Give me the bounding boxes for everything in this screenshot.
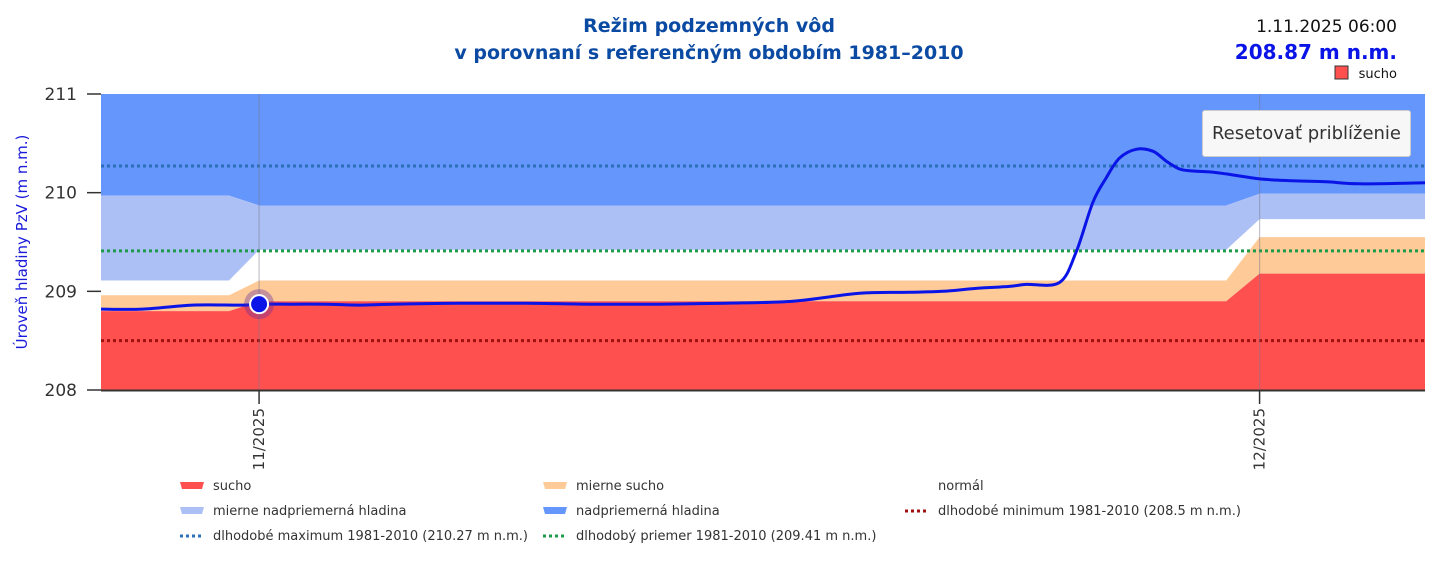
highlight-point: [249, 294, 270, 315]
legend-label: dlhodobé maximum 1981-2010 (210.27 m n.m…: [213, 529, 528, 544]
legend: sucho mierne sucho normál mierne nadpriemer…: [180, 479, 1241, 544]
legend-item[interactable]: sucho: [180, 479, 251, 494]
band-areas: [101, 94, 1425, 390]
chart-subtitle: v porovnaní s referenčným obdobím 1981–2…: [454, 42, 963, 64]
y-tick-label: 209: [45, 282, 77, 302]
legend-label: nadpriemerná hladina: [576, 504, 720, 519]
legend-swatch: [180, 507, 204, 514]
series-lines: [100, 147, 1426, 320]
legend-label: normál: [938, 479, 984, 494]
legend-item[interactable]: normál: [938, 479, 984, 494]
reference-lines: [101, 164, 1425, 343]
legend-swatch: [543, 482, 567, 489]
band-mierne-sucho: [101, 237, 1425, 312]
x-tick-label: 11/2025: [250, 408, 268, 470]
legend-label: mierne nadpriemerná hladina: [213, 504, 406, 519]
band-normal: [101, 219, 1425, 296]
water-level-line: [100, 147, 1426, 311]
legend-label: dlhodobé minimum 1981-2010 (208.5 m n.m.…: [938, 504, 1241, 519]
tooltip-category: sucho: [1359, 67, 1397, 82]
band-nadpriemerna: [101, 94, 1425, 206]
tooltip-value: 208.87 m n.m.: [1235, 40, 1397, 64]
x-tick-label: 12/2025: [1251, 408, 1269, 470]
legend-label: sucho: [213, 479, 251, 494]
y-tick-label: 211: [45, 85, 77, 105]
y-tick-label: 210: [45, 184, 77, 204]
tooltip-category-swatch: [1334, 65, 1349, 80]
chart-title: Režim podzemných vôd: [583, 15, 835, 37]
band-mierne-nadpriemerna: [101, 193, 1425, 281]
reset-zoom-button[interactable]: Resetovať priblíženie: [1202, 110, 1411, 157]
legend-item[interactable]: dlhodobé minimum 1981-2010 (208.5 m n.m.…: [905, 504, 1241, 519]
y-axis-title: Úroveň hladiny PzV (m n.m.): [12, 135, 31, 350]
legend-swatch: [180, 482, 204, 489]
y-tick-label: 208: [45, 381, 77, 401]
legend-swatch: [543, 507, 567, 514]
axes: 208 209 210 211 11/2025 12/2025: [45, 85, 1425, 470]
legend-item[interactable]: dlhodobé maximum 1981-2010 (210.27 m n.m…: [180, 529, 528, 544]
legend-item[interactable]: mierne nadpriemerná hladina: [180, 504, 406, 519]
legend-label: mierne sucho: [576, 479, 664, 494]
legend-item[interactable]: dlhodobý priemer 1981-2010 (209.41 m n.m…: [543, 529, 876, 544]
legend-item[interactable]: mierne sucho: [543, 479, 664, 494]
legend-item[interactable]: nadpriemerná hladina: [543, 504, 720, 519]
tooltip-date: 1.11.2025 06:00: [1256, 17, 1397, 37]
legend-label: dlhodobý priemer 1981-2010 (209.41 m n.m…: [576, 529, 876, 544]
